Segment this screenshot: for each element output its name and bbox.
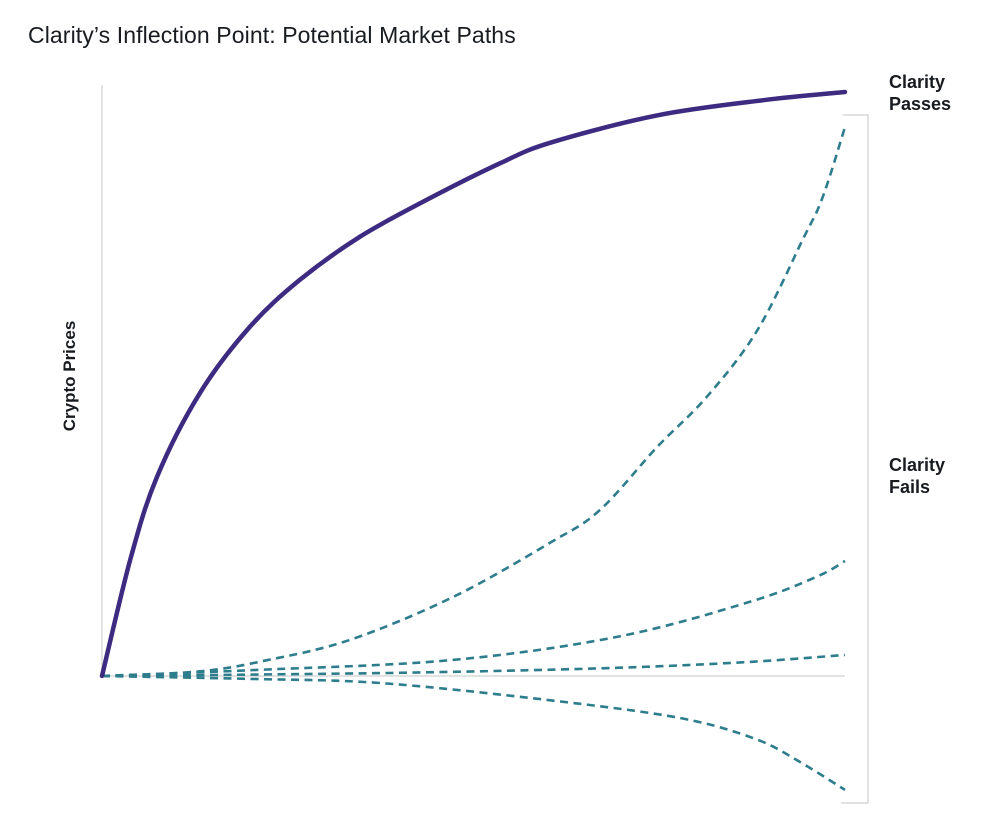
chart-title: Clarity’s Inflection Point: Potential Ma… bbox=[28, 22, 516, 48]
series-clarity-fails-decline-path bbox=[101, 674, 846, 792]
series-clarity-fails-sharp-rally-path bbox=[101, 126, 847, 678]
annotation-clarity-fails: Clarity Fails bbox=[889, 455, 946, 497]
series-clarity-passes bbox=[99, 89, 848, 679]
series-clarity-fails-moderate-rise-path bbox=[101, 559, 846, 678]
fails-bracket bbox=[841, 114, 869, 804]
annotation-clarity-passes: Clarity Passes bbox=[889, 72, 952, 114]
y-axis-label: Crypto Prices bbox=[60, 320, 79, 432]
